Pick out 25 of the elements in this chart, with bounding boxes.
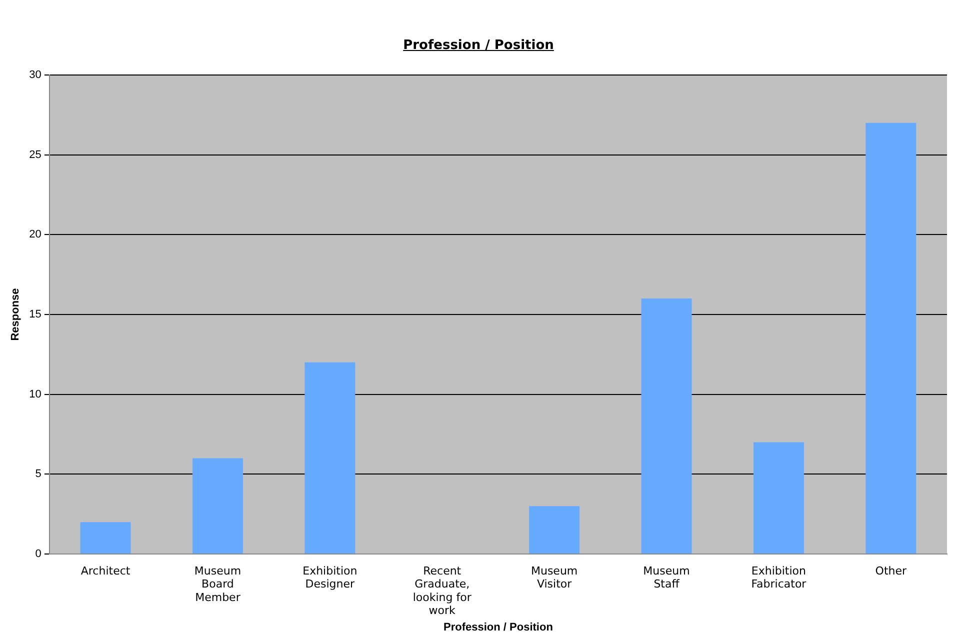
x-tick-label: Architect (80, 564, 131, 578)
y-tick-label: 0 (35, 548, 42, 560)
y-tick-label: 15 (29, 308, 42, 321)
bar (304, 362, 356, 554)
x-tick-label: Exhibition Fabricator (751, 564, 807, 591)
chart-title: Profession / Position (402, 38, 555, 53)
bar (192, 458, 243, 554)
y-axis-title: Response (10, 288, 22, 341)
y-tick-label: 10 (29, 388, 42, 400)
y-tick-label: 20 (29, 228, 42, 241)
x-tick-label: Recent Graduate, looking for work (412, 564, 472, 618)
y-tick-label: 25 (29, 148, 42, 161)
bar (753, 442, 804, 554)
x-tick-label: Museum Staff (643, 564, 690, 591)
y-tick-label: 30 (29, 69, 42, 82)
x-tick-label: Museum Visitor (530, 564, 578, 591)
bar (80, 522, 131, 554)
bar (866, 122, 916, 554)
bar (641, 298, 692, 554)
x-axis-title: Profession / Position (444, 621, 554, 634)
x-tick-label: Exhibition Designer (302, 564, 358, 591)
y-tick-label: 5 (35, 468, 42, 480)
x-tick-label: Other (875, 564, 907, 578)
x-tick-label: Museum Board Member (194, 564, 242, 604)
bar (529, 506, 580, 554)
